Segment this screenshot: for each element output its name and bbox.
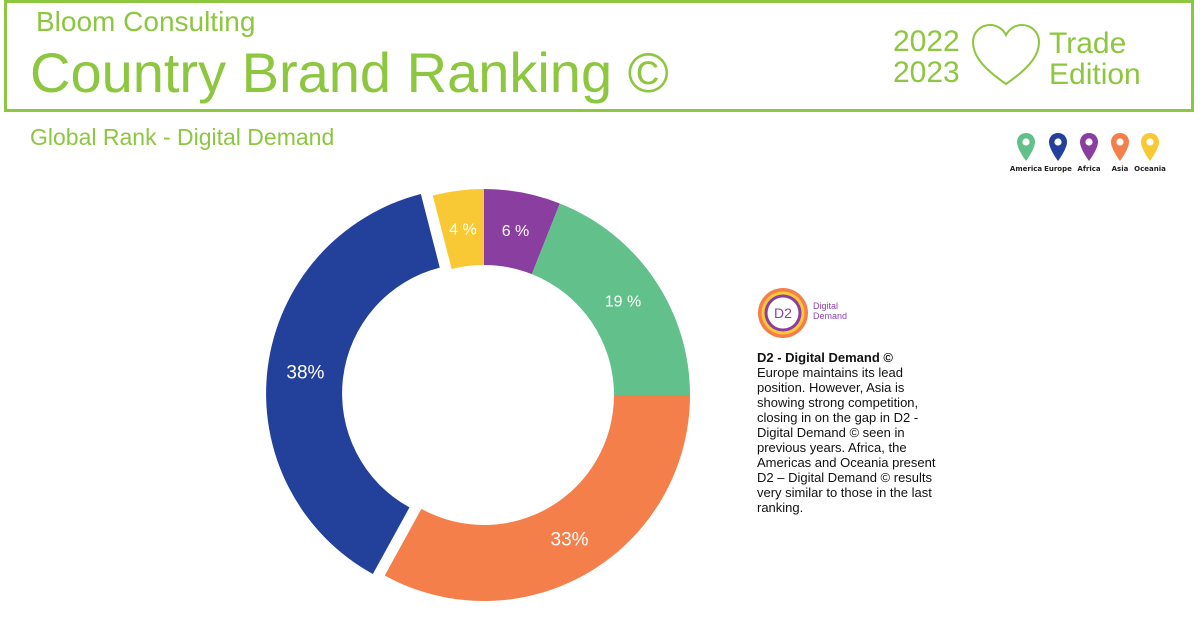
- map-pin-icon: [1141, 133, 1159, 161]
- donut-chart: 6 % 19 % 33% 38% 4 %: [266, 189, 690, 602]
- badge-line-1: Digital: [813, 301, 839, 311]
- slice-label-america: 19 %: [605, 294, 641, 311]
- legend: America Europe Africa Asia Oceania: [1000, 132, 1180, 192]
- map-pin-icon: [1017, 133, 1035, 161]
- header-box: [4, 0, 1194, 112]
- slice-label-oceania: 4 %: [449, 221, 477, 238]
- legend-item-oceania: Oceania: [1128, 132, 1172, 173]
- legend-label: Africa: [1077, 165, 1101, 173]
- map-pin-icon: [1049, 133, 1067, 161]
- map-pin-icon: [1080, 133, 1098, 161]
- heart-icon: [971, 23, 1041, 86]
- legend-label: Asia: [1111, 165, 1129, 173]
- donut-slice-europe: [266, 193, 440, 575]
- legend-label: Oceania: [1134, 165, 1166, 173]
- legend-item-africa: Africa: [1067, 132, 1111, 173]
- slice-label-asia: 33%: [551, 530, 589, 551]
- legend-item-asia: Asia: [1098, 132, 1142, 173]
- badge-line-2: Demand: [813, 311, 848, 321]
- donut-slice-africa: [484, 189, 560, 275]
- page-title: Country Brand Ranking ©: [30, 41, 669, 104]
- year-start: 2022: [893, 25, 960, 58]
- slice-label-europe: 38%: [286, 362, 324, 383]
- d2-logo-icon: D2: [758, 288, 808, 338]
- legend-label: America: [1009, 165, 1043, 173]
- legend-item-america: America: [1004, 132, 1048, 173]
- chart-subtitle: Global Rank - Digital Demand: [30, 124, 335, 150]
- legend-label: Europe: [1044, 165, 1072, 173]
- legend-item-europe: Europe: [1036, 132, 1080, 173]
- badge-label: Digital Demand: [813, 301, 847, 321]
- description-title: D2 - Digital Demand ©: [757, 350, 893, 365]
- edition-years: 2022 2023: [893, 26, 960, 88]
- donut-slice-asia: [384, 395, 690, 602]
- brand-name: Bloom Consulting: [36, 6, 256, 37]
- donut-slice-america: [531, 203, 690, 395]
- donut-slice-oceania: [432, 189, 484, 270]
- description-body: Europe maintains its lead position. Howe…: [757, 365, 936, 515]
- description: D2 - Digital Demand © Europe maintains i…: [757, 350, 947, 515]
- edition-line-1: Trade: [1049, 27, 1127, 60]
- edition-label: Trade Edition: [1049, 28, 1141, 90]
- slice-label-africa: 6 %: [502, 223, 530, 240]
- year-end: 2023: [893, 56, 960, 89]
- edition-line-2: Edition: [1049, 58, 1141, 91]
- d2-logo-text: D2: [774, 305, 792, 321]
- map-pin-icon: [1111, 133, 1129, 161]
